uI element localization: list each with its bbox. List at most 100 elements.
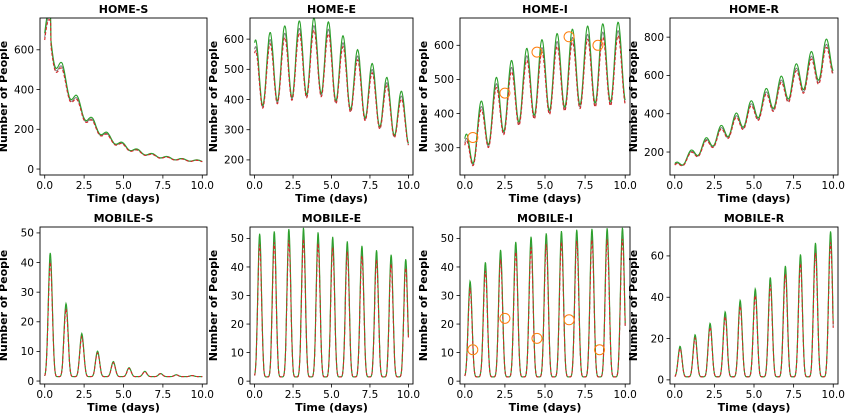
x-axis-label: Time (days) — [509, 401, 582, 414]
series-line — [254, 227, 409, 378]
series-line — [44, 262, 203, 378]
y-tick-label: 200 — [644, 147, 664, 159]
panel-title: HOME-I — [522, 3, 568, 16]
x-tick-label: 5.0 — [537, 389, 554, 401]
y-tick-label: 0 — [27, 164, 34, 176]
y-tick-label: 30 — [231, 290, 244, 302]
y-tick-label: 10 — [231, 347, 244, 359]
panel-mobile-r: MOBILE-R 0.0 2.5 5.0 7.5 10.0 0 20 40 60 Time (day… — [627, 212, 845, 414]
x-tick-label: 5.0 — [323, 180, 340, 192]
y-tick-label: 300 — [224, 125, 244, 137]
x-tick-label: 5.0 — [115, 180, 132, 192]
y-tick-label: 20 — [651, 333, 664, 345]
series-line — [674, 242, 834, 378]
x-tick-label: 5.0 — [746, 180, 763, 192]
series-line — [464, 34, 626, 167]
x-tick-label: 10.0 — [822, 389, 845, 401]
panel-title: MOBILE-R — [724, 212, 785, 225]
x-axis-label: Time (days) — [509, 192, 582, 205]
observation-marker — [592, 39, 604, 51]
series-line — [44, 17, 203, 162]
plot-frame — [249, 17, 414, 176]
series-line — [254, 239, 409, 378]
panel-title: HOME-E — [307, 3, 356, 16]
x-axis-label: Time (days) — [718, 192, 791, 205]
panel-title: MOBILE-E — [302, 212, 361, 225]
y-axis-label: Number of People — [0, 250, 10, 361]
observation-marker — [499, 312, 511, 324]
x-tick-label: 5.0 — [746, 389, 763, 401]
x-tick-label: 0.0 — [246, 389, 263, 401]
y-tick-label: 600 — [434, 40, 454, 52]
panel-title: MOBILE-S — [94, 212, 154, 225]
y-tick-label: 300 — [434, 142, 454, 154]
x-tick-label: 5.0 — [537, 180, 554, 192]
panel-home-s: HOME-S 0.0 2.5 5.0 7.5 10.0 0 200 400 600 Time (da… — [0, 3, 214, 205]
observation-marker — [499, 87, 511, 99]
y-tick-label: 600 — [14, 45, 34, 57]
x-tick-label: 5.0 — [323, 389, 340, 401]
observation-marker — [531, 332, 543, 344]
x-tick-label: 5.0 — [115, 389, 132, 401]
series-line — [44, 258, 203, 378]
plot-frame — [39, 17, 208, 176]
x-tick-label: 0.0 — [456, 389, 473, 401]
x-tick-label: 7.5 — [362, 389, 379, 401]
series-line — [674, 46, 834, 167]
observation-marker — [467, 344, 479, 356]
observation-marker — [594, 344, 606, 356]
y-tick-label: 50 — [441, 233, 454, 245]
y-tick-label: 10 — [441, 347, 454, 359]
y-tick-label: 400 — [434, 108, 454, 120]
y-tick-label: 600 — [644, 70, 664, 82]
y-tick-label: 0 — [27, 376, 34, 388]
x-tick-label: 10.0 — [191, 180, 214, 192]
y-axis-label: Number of People — [207, 250, 220, 361]
x-tick-label: 0.0 — [666, 389, 683, 401]
y-tick-label: 0 — [447, 376, 454, 388]
observation-marker — [531, 46, 543, 58]
y-tick-label: 200 — [14, 124, 34, 136]
panel-mobile-e: MOBILE-E 0.0 2.5 5.0 7.5 10.0 0 10 20 30 40 50 Time … — [207, 212, 420, 414]
y-tick-label: 50 — [231, 233, 244, 245]
x-tick-label: 10.0 — [397, 180, 420, 192]
x-tick-label: 7.5 — [362, 180, 379, 192]
panel-title: HOME-S — [99, 3, 149, 16]
series-line — [464, 238, 626, 378]
y-tick-label: 0 — [237, 376, 244, 388]
y-tick-label: 200 — [224, 155, 244, 167]
series-line — [254, 17, 409, 144]
x-tick-label: 10.0 — [191, 389, 214, 401]
y-tick-label: 20 — [21, 317, 34, 329]
x-tick-label: 2.5 — [497, 389, 514, 401]
y-tick-label: 0 — [657, 375, 664, 387]
y-tick-label: 500 — [434, 74, 454, 86]
observation-marker — [467, 131, 479, 143]
y-axis-label: Number of People — [627, 41, 640, 152]
x-tick-label: 0.0 — [456, 180, 473, 192]
observation-marker — [563, 314, 575, 326]
y-tick-label: 600 — [224, 34, 244, 46]
x-axis-label: Time (days) — [295, 401, 368, 414]
x-tick-label: 2.5 — [497, 180, 514, 192]
series-line — [254, 29, 409, 146]
panel-mobile-i: MOBILE-I 0.0 2.5 5.0 7.5 10.0 0 10 20 30 40 50 Time … — [417, 212, 637, 414]
x-tick-label: 2.5 — [285, 180, 302, 192]
x-tick-label: 10.0 — [397, 389, 420, 401]
x-tick-label: 7.5 — [577, 389, 594, 401]
y-axis-label: Number of People — [0, 41, 10, 152]
x-axis-label: Time (days) — [87, 401, 160, 414]
x-tick-label: 0.0 — [666, 180, 683, 192]
y-tick-label: 500 — [224, 64, 244, 76]
series-line — [44, 19, 203, 163]
x-tick-label: 10.0 — [822, 180, 845, 192]
x-tick-label: 2.5 — [76, 389, 93, 401]
series-line — [44, 17, 203, 163]
panel-title: HOME-R — [729, 3, 780, 16]
observation-marker — [563, 31, 575, 43]
x-tick-label: 10.0 — [613, 180, 636, 192]
x-tick-label: 10.0 — [613, 389, 636, 401]
x-tick-label: 7.5 — [155, 389, 172, 401]
x-tick-label: 2.5 — [76, 180, 93, 192]
y-tick-label: 40 — [441, 262, 454, 274]
